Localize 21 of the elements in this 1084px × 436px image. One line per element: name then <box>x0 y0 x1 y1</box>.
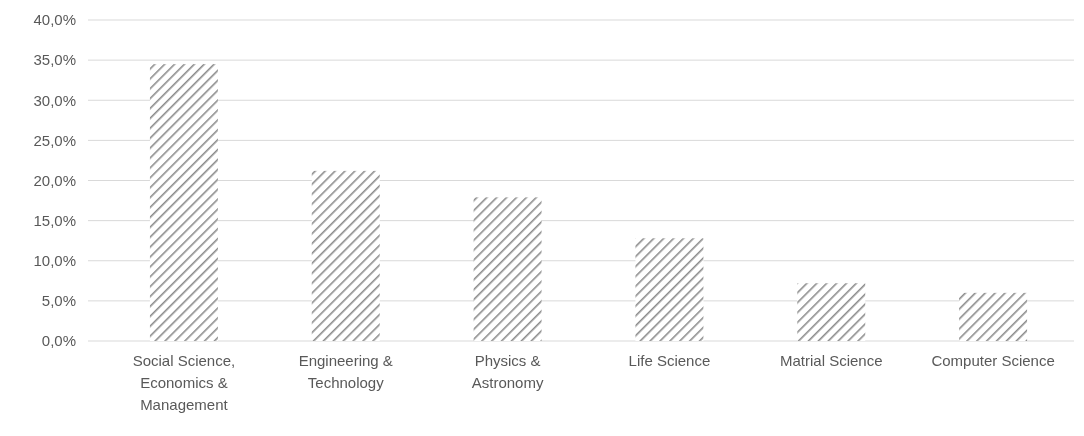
y-tick-label: 10,0% <box>33 252 76 269</box>
bar <box>959 292 1028 341</box>
x-tick-label: Engineering & Technology <box>298 352 393 391</box>
y-tick-label: 15,0% <box>33 211 76 229</box>
bar <box>473 197 542 341</box>
y-tick-label: 20,0% <box>33 171 76 189</box>
x-tick-label: Life Science <box>628 352 711 369</box>
y-tick-label: 25,0% <box>33 131 76 149</box>
bar <box>635 238 704 341</box>
x-tick-label: Computer Science <box>931 352 1055 369</box>
y-tick-label: 35,0% <box>33 51 76 69</box>
bar <box>311 170 380 341</box>
bar <box>797 283 866 341</box>
bar <box>149 64 218 341</box>
x-tick-label: Matrial Science <box>779 352 883 369</box>
y-tick-label: 30,0% <box>33 91 76 109</box>
x-tick-label: Social Science, Economics & Management <box>132 352 236 413</box>
y-tick-label: 40,0% <box>33 11 76 29</box>
y-tick-label: 5,0% <box>41 292 76 310</box>
x-tick-label: Physics & Astronomy <box>471 352 544 391</box>
y-tick-label: 0,0% <box>41 332 76 350</box>
